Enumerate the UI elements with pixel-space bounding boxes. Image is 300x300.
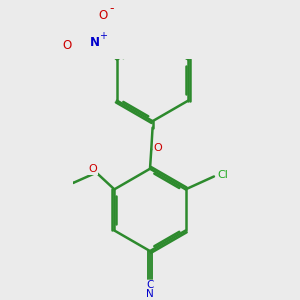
Text: N: N: [146, 289, 154, 298]
Text: C: C: [146, 280, 154, 290]
Text: O: O: [63, 39, 72, 52]
Text: +: +: [99, 31, 107, 41]
Text: O: O: [99, 9, 108, 22]
Text: N: N: [90, 36, 100, 49]
Text: O: O: [89, 164, 98, 174]
Text: Cl: Cl: [218, 170, 228, 180]
Text: -: -: [109, 2, 113, 15]
Text: O: O: [153, 143, 162, 153]
